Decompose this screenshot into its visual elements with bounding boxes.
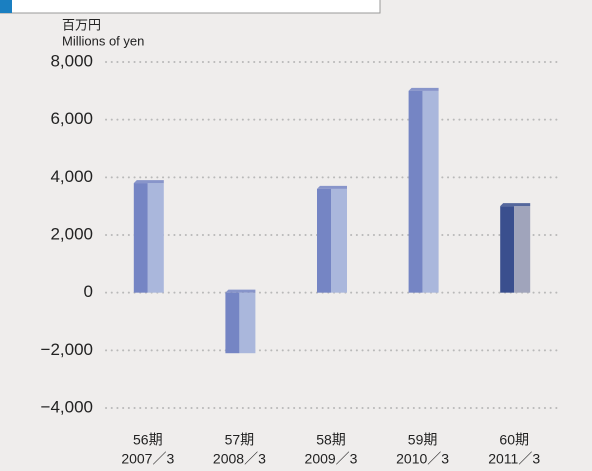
bar-side — [514, 206, 531, 293]
header-accent — [0, 0, 12, 13]
header-box — [0, 0, 381, 14]
bar — [317, 185, 347, 293]
y-tick-label: 6,000 — [50, 109, 93, 128]
bar — [500, 203, 531, 293]
y-tick-label: −4,000 — [41, 397, 93, 416]
bar-side — [147, 183, 164, 293]
bar-front — [317, 188, 331, 293]
unit-label-en: Millions of yen — [62, 33, 144, 48]
bar-top — [133, 180, 164, 184]
bar-top — [408, 87, 439, 91]
bar-top — [500, 203, 531, 207]
bar-side — [239, 292, 256, 354]
bar-front — [500, 206, 515, 293]
x-tick-label: 57期 — [225, 432, 255, 448]
x-tick-label: 59期 — [408, 432, 438, 448]
bar — [225, 289, 256, 354]
bar-side — [422, 90, 439, 293]
x-tick-period: 2009／3 — [305, 451, 358, 467]
bar-side — [331, 188, 347, 293]
y-tick-label: −2,000 — [41, 340, 93, 359]
bar-top — [225, 289, 256, 293]
y-tick-label: 0 — [84, 282, 93, 301]
y-tick-label: 4,000 — [50, 167, 93, 186]
bar — [408, 87, 439, 293]
x-tick-period: 2007／3 — [121, 451, 174, 467]
x-tick-label: 60期 — [499, 432, 529, 448]
x-tick-period: 2011／3 — [488, 451, 540, 467]
x-tick-period: 2010／3 — [396, 451, 449, 467]
y-tick-label: 2,000 — [50, 224, 93, 243]
x-tick-label: 56期 — [133, 432, 163, 448]
bar-front — [408, 90, 423, 293]
bar-front — [133, 183, 148, 293]
x-tick-period: 2008／3 — [213, 451, 266, 467]
bar-top — [317, 185, 347, 189]
y-tick-label: 8,000 — [50, 51, 93, 70]
unit-label-ja: 百万円 — [62, 17, 101, 32]
bar — [133, 180, 164, 293]
bar-front — [225, 292, 240, 354]
x-tick-label: 58期 — [316, 432, 346, 448]
